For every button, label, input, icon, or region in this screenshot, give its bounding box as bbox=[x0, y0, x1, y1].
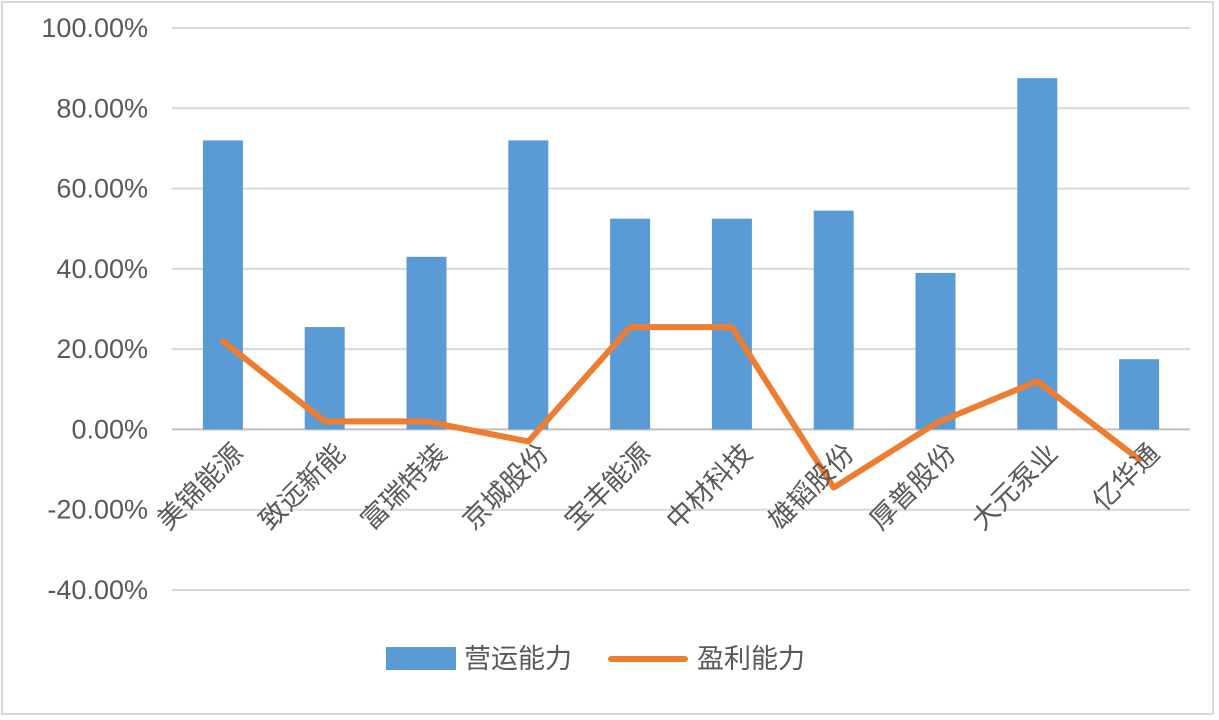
bar bbox=[202, 140, 243, 430]
bar bbox=[406, 256, 447, 430]
x-category-label: 中材科技 bbox=[661, 438, 759, 536]
bar bbox=[711, 218, 752, 430]
bar bbox=[1017, 78, 1058, 430]
y-tick-label: 100.00% bbox=[41, 13, 148, 43]
x-category-label: 京城股份 bbox=[457, 438, 555, 536]
bar bbox=[813, 210, 854, 430]
bar bbox=[915, 272, 956, 430]
y-tick-label: -40.00% bbox=[47, 575, 148, 605]
y-tick-label: 80.00% bbox=[56, 93, 148, 123]
y-tick-label: 20.00% bbox=[56, 334, 148, 364]
y-tick-label: 60.00% bbox=[56, 174, 148, 204]
legend: 营运能力 盈利能力 bbox=[386, 644, 805, 675]
bar bbox=[610, 218, 651, 430]
x-category-label: 厚普股份 bbox=[864, 438, 962, 536]
x-category-label: 美锦能源 bbox=[152, 438, 250, 536]
line-series-path bbox=[219, 324, 1143, 491]
y-tick-label: 0.00% bbox=[71, 414, 148, 444]
x-category-label: 富瑞特装 bbox=[355, 438, 453, 536]
bar-series bbox=[202, 78, 1160, 430]
y-tick-label: -20.00% bbox=[47, 495, 148, 525]
legend-label-bar: 营运能力 bbox=[464, 644, 572, 675]
line-series bbox=[219, 324, 1143, 491]
legend-swatch-bar bbox=[386, 647, 456, 670]
x-axis-category-labels: 美锦能源 致远新能 富瑞特装 京城股份 宝丰能源 中材科技 雄韬股份 厚普股份 大元泵业 亿华通 bbox=[152, 438, 1166, 536]
bar bbox=[1119, 359, 1160, 430]
legend-label-line: 盈利能力 bbox=[697, 644, 805, 675]
x-category-label: 宝丰能源 bbox=[559, 438, 657, 536]
x-category-label: 大元泵业 bbox=[966, 438, 1064, 536]
bar bbox=[508, 140, 549, 430]
x-category-label: 致远新能 bbox=[253, 438, 351, 536]
y-tick-label: 40.00% bbox=[56, 254, 148, 284]
y-axis-tick-labels: 100.00% 80.00% 60.00% 40.00% 20.00% 0.00% -20.… bbox=[41, 13, 148, 605]
